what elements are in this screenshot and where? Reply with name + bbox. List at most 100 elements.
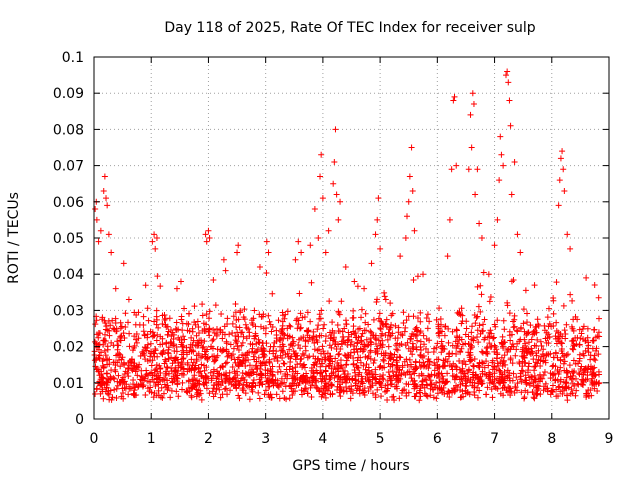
data-point <box>514 380 521 387</box>
data-point <box>154 273 161 280</box>
data-point <box>203 373 210 380</box>
data-point <box>294 361 301 368</box>
data-point <box>102 352 109 359</box>
data-point <box>449 342 456 349</box>
data-point <box>399 387 406 394</box>
data-point <box>279 388 286 395</box>
data-point <box>552 333 559 340</box>
data-point <box>202 379 209 386</box>
data-point <box>237 359 244 366</box>
data-point <box>121 371 128 378</box>
data-point <box>379 337 386 344</box>
data-point <box>453 374 460 381</box>
data-point <box>438 349 445 356</box>
data-point <box>325 227 332 234</box>
data-point <box>142 391 149 398</box>
data-point <box>92 390 99 397</box>
data-point <box>258 313 265 320</box>
data-point <box>577 366 584 373</box>
data-point <box>468 344 475 351</box>
data-point <box>298 249 305 256</box>
data-point <box>206 235 213 241</box>
data-point <box>269 363 276 370</box>
data-point <box>583 274 590 281</box>
data-point <box>514 231 521 238</box>
data-point <box>382 352 389 359</box>
data-point <box>279 347 286 354</box>
data-point <box>340 333 347 340</box>
data-point <box>442 379 449 386</box>
data-point <box>153 337 160 344</box>
data-point <box>558 340 565 347</box>
data-point <box>361 327 368 334</box>
data-point <box>383 316 390 323</box>
data-point <box>486 333 493 340</box>
data-point <box>210 393 217 400</box>
data-point <box>341 325 348 332</box>
data-point <box>424 393 431 400</box>
data-point <box>453 351 460 358</box>
data-point <box>222 267 229 274</box>
data-point <box>149 333 156 340</box>
data-point <box>174 381 181 388</box>
data-point <box>559 390 566 397</box>
data-point <box>408 361 415 368</box>
data-point <box>253 340 260 347</box>
data-point <box>596 333 603 340</box>
data-point <box>177 278 184 285</box>
data-point <box>209 345 216 352</box>
data-point <box>197 354 204 361</box>
data-point <box>465 341 472 348</box>
data-point <box>441 345 448 352</box>
data-point <box>289 334 296 341</box>
data-point <box>155 324 162 331</box>
data-point <box>160 347 167 354</box>
data-point <box>210 277 217 284</box>
data-point <box>202 376 209 383</box>
data-point <box>424 325 431 332</box>
data-point <box>382 388 389 395</box>
data-point <box>590 337 597 344</box>
data-point <box>471 311 478 318</box>
data-point <box>266 383 273 390</box>
data-point <box>253 371 260 378</box>
data-point <box>290 375 297 382</box>
data-point <box>285 353 292 360</box>
data-point <box>297 374 304 381</box>
data-point <box>276 363 283 370</box>
data-point <box>358 333 365 340</box>
data-point <box>459 312 466 319</box>
data-point <box>189 341 196 348</box>
data-point <box>265 380 272 387</box>
data-point <box>370 359 377 366</box>
data-point <box>585 387 592 394</box>
data-point <box>136 361 143 368</box>
data-point <box>486 298 493 305</box>
x-axis-label: GPS time / hours <box>292 458 409 474</box>
data-point <box>274 357 281 364</box>
data-point <box>121 362 128 369</box>
data-point <box>572 360 579 367</box>
data-point <box>423 315 430 322</box>
data-point <box>192 321 199 328</box>
data-point <box>162 356 169 363</box>
data-point <box>405 381 412 388</box>
data-point <box>322 354 329 361</box>
data-point <box>506 97 513 104</box>
data-point <box>286 395 293 402</box>
data-point <box>570 369 577 376</box>
data-point <box>409 187 416 194</box>
data-point <box>563 374 570 381</box>
data-point <box>472 320 479 327</box>
data-point <box>530 383 537 390</box>
data-point <box>251 307 258 314</box>
data-point <box>206 308 213 315</box>
data-point <box>363 361 370 368</box>
data-point <box>162 384 169 391</box>
data-point <box>277 337 284 344</box>
data-point <box>588 378 595 385</box>
y-axis-label: ROTI / TECUs <box>6 192 22 284</box>
data-point <box>451 388 458 395</box>
data-point <box>184 361 191 368</box>
data-point <box>337 346 344 353</box>
